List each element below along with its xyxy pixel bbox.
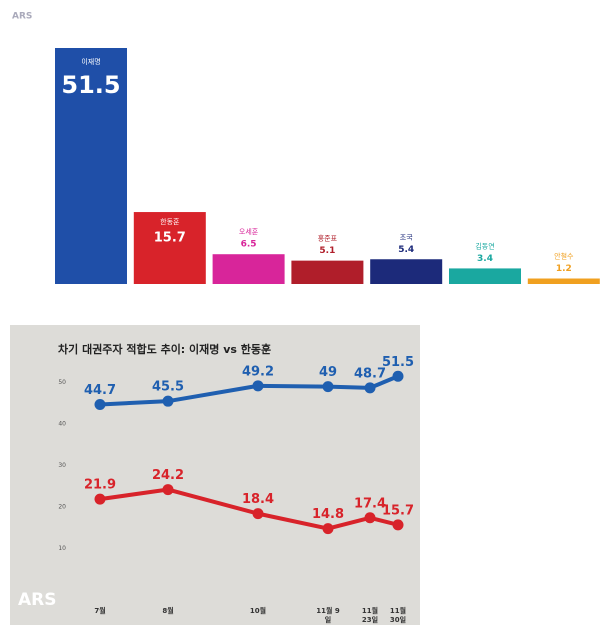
x-tick-label: 10월 xyxy=(249,607,267,615)
y-tick-label: 30 xyxy=(58,462,66,469)
bar xyxy=(449,268,521,284)
source-label: ARS xyxy=(12,12,32,22)
point xyxy=(364,382,376,394)
value-label: 14.8 xyxy=(312,507,344,522)
bar-name: 오세훈 xyxy=(239,227,259,236)
y-tick-label: 50 xyxy=(58,379,66,386)
point xyxy=(392,519,404,531)
point xyxy=(364,512,376,524)
point xyxy=(94,398,106,410)
x-tick-label: 11월 9일 xyxy=(316,607,340,624)
point xyxy=(162,484,174,496)
value-label: 1.2 xyxy=(556,264,572,274)
value-label: 21.9 xyxy=(84,478,116,493)
point xyxy=(252,508,264,520)
bar-name: 홍준표 xyxy=(318,234,338,243)
value-label: 6.5 xyxy=(241,240,257,250)
panel xyxy=(10,325,420,625)
value-label: 49 xyxy=(319,365,337,380)
bar-name: 조국 xyxy=(400,233,413,241)
value-label: 3.4 xyxy=(477,254,493,264)
point xyxy=(322,381,334,393)
value-label: 49.2 xyxy=(242,364,274,379)
bar xyxy=(212,254,285,284)
value-label: 24.2 xyxy=(152,468,184,483)
bar xyxy=(370,259,443,284)
value-label: 45.5 xyxy=(152,380,184,395)
value-label: 5.1 xyxy=(319,246,335,256)
y-tick-label: 40 xyxy=(58,421,66,428)
point xyxy=(252,380,264,392)
value-label: 51.5 xyxy=(382,355,414,370)
point xyxy=(392,370,404,382)
source-label: ARS xyxy=(18,590,57,610)
x-tick-label: 8월 xyxy=(162,607,174,615)
bar xyxy=(527,278,600,284)
value-label: 15.7 xyxy=(382,503,414,518)
bar-name: 안철수 xyxy=(554,252,574,261)
value-label: 17.4 xyxy=(354,496,386,511)
value-label: 5.4 xyxy=(398,245,414,255)
x-tick-label: 11월 23일 xyxy=(361,607,379,624)
bar xyxy=(133,212,206,284)
value-label: 15.7 xyxy=(154,231,186,246)
y-tick-label: 20 xyxy=(58,504,66,511)
value-label: 18.4 xyxy=(242,492,274,507)
bar-name: 이재명 xyxy=(81,57,100,66)
bar-name: 김동연 xyxy=(475,242,494,250)
bar xyxy=(291,260,364,284)
point xyxy=(162,395,174,407)
bar xyxy=(55,48,127,284)
value-label: 51.5 xyxy=(61,71,120,99)
chart-title: 차기 대권주자 적합도 추이: 이재명 vs 한동훈 xyxy=(58,342,271,356)
x-tick-label: 11월 30일 xyxy=(389,607,407,624)
value-label: 48.7 xyxy=(354,366,386,381)
point xyxy=(94,493,106,505)
bar-name: 한동훈 xyxy=(160,217,180,226)
point xyxy=(322,523,334,535)
x-tick-label: 7월 xyxy=(94,607,106,615)
value-label: 44.7 xyxy=(84,383,116,398)
y-tick-label: 10 xyxy=(58,545,66,552)
